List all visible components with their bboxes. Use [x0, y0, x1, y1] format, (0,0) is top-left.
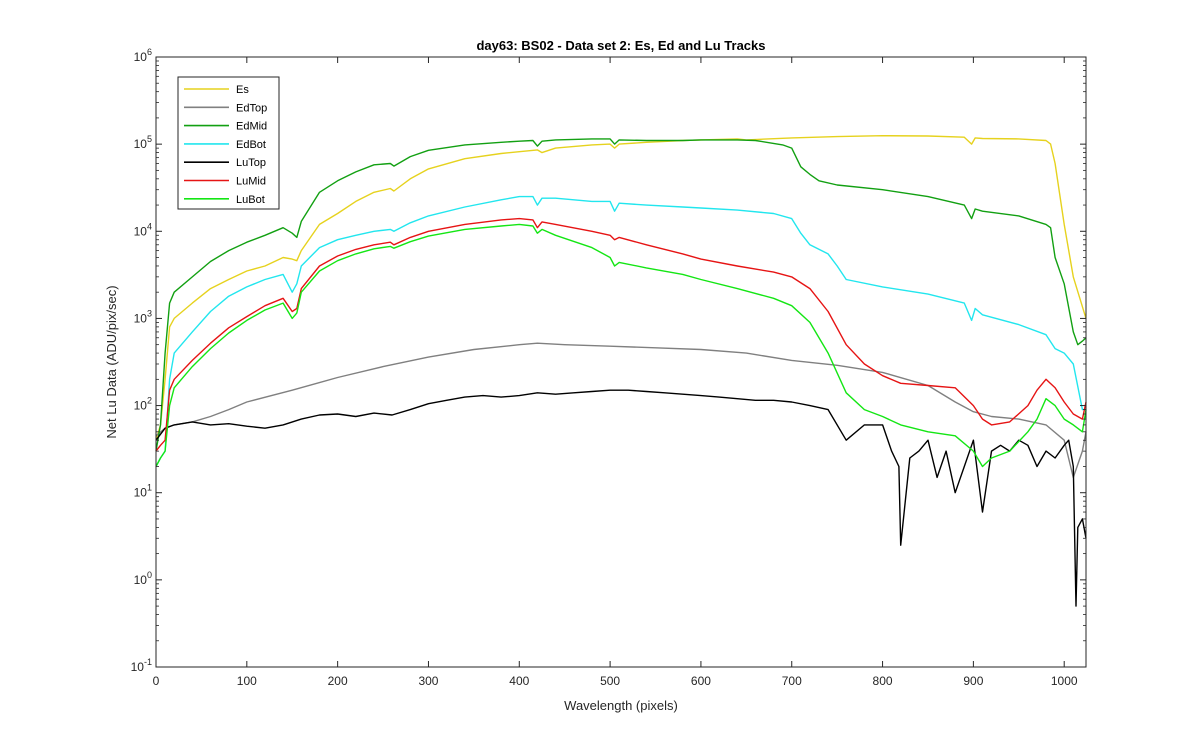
- y-tick-label: 10-1: [131, 657, 152, 674]
- legend-label-lumid: LuMid: [236, 176, 266, 188]
- legend-label-edbot: EdBot: [236, 139, 266, 151]
- x-tick-label: 0: [153, 674, 160, 688]
- x-tick-label: 200: [328, 674, 348, 688]
- x-tick-label: 500: [600, 674, 620, 688]
- axes-box: [155, 56, 1087, 668]
- x-tick-label: 700: [782, 674, 802, 688]
- plot-area: [156, 57, 1086, 667]
- x-ticks: 0 100 200 300 400 500 600 700 800 900 1000: [153, 57, 1078, 688]
- y-tick-label: 103: [134, 308, 152, 325]
- legend-label-edmid: EdMid: [236, 121, 267, 133]
- y-tick-label: 106: [134, 47, 152, 64]
- x-tick-label: 300: [418, 674, 438, 688]
- legend-box: [177, 76, 280, 210]
- x-tick-label: 1000: [1051, 674, 1078, 688]
- x-tick-label: 900: [963, 674, 983, 688]
- legend-label-lutop: LuTop: [236, 157, 266, 169]
- y-axis-label: Net Lu Data (ADU/pix/sec): [104, 285, 119, 438]
- series-line-edmid: [155, 138, 1087, 452]
- y-tick-label: 105: [134, 134, 152, 151]
- y-ticks: 10-1 100 101 102 103 104 105 106: [131, 47, 1086, 674]
- y-tick-label: 100: [134, 570, 152, 587]
- legend-label-es: Es: [236, 84, 249, 96]
- series-line-lubot: [155, 223, 1087, 468]
- y-tick-label: 104: [134, 221, 152, 238]
- series-line-es: [155, 134, 1087, 441]
- x-tick-label: 600: [691, 674, 711, 688]
- series-layer: [155, 134, 1087, 607]
- series-line-lumid: [155, 217, 1087, 452]
- series-line-edbot: [155, 195, 1086, 467]
- x-tick-label: 100: [237, 674, 257, 688]
- y-tick-label: 101: [134, 483, 152, 500]
- legend-label-lubot: LuBot: [236, 194, 265, 206]
- x-tick-label: 400: [509, 674, 529, 688]
- x-axis-label: Wavelength (pixels): [564, 698, 678, 713]
- legend-label-edtop: EdTop: [236, 102, 267, 114]
- legend: Es EdTop EdMid EdBot LuTop LuMid LuBot: [177, 76, 280, 210]
- y-tick-label: 102: [134, 396, 152, 413]
- x-tick-label: 800: [873, 674, 893, 688]
- chart-title: day63: BS02 - Data set 2: Es, Ed and Lu …: [476, 38, 765, 53]
